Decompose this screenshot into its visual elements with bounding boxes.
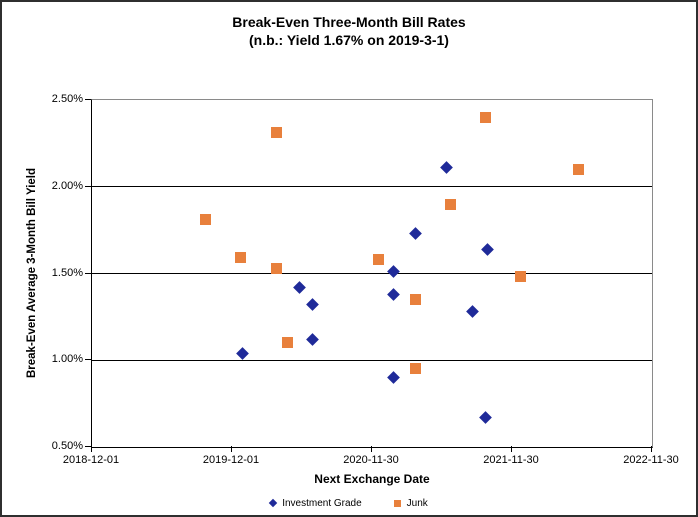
data-point-diamond — [409, 227, 423, 240]
gridline — [92, 186, 652, 188]
data-point-diamond — [440, 161, 454, 175]
data-point-square — [235, 252, 247, 264]
y-tick-label: 2.00% — [51, 179, 83, 192]
data-point-diamond — [306, 333, 319, 346]
data-point-diamond — [306, 298, 319, 312]
y-tick-label: 2.50% — [51, 93, 83, 105]
gridline — [92, 359, 652, 361]
data-point-diamond — [236, 346, 250, 360]
data-point-square — [410, 363, 422, 375]
chart-subtitle: (n.b.: Yield 1.67% on 2019-3-1) — [249, 32, 449, 48]
legend-item-investment-grade: Investment Grade — [268, 497, 362, 509]
data-point-square — [282, 337, 294, 349]
x-axis-tick — [651, 446, 652, 452]
x-axis-tick — [231, 446, 232, 452]
data-point-diamond — [480, 242, 494, 256]
x-axis-title: Next Exchange Date — [314, 472, 430, 486]
data-point-diamond — [386, 371, 400, 384]
y-axis-tick — [85, 272, 91, 274]
y-tick-label: 0.50% — [51, 440, 83, 452]
legend-item-junk: Junk — [393, 497, 428, 509]
data-point-square — [572, 163, 584, 175]
x-axis-tick — [511, 446, 512, 452]
data-point-diamond — [293, 281, 306, 294]
data-point-square — [271, 127, 283, 139]
legend-label-junk: Junk — [406, 497, 428, 509]
data-point-diamond — [386, 265, 400, 279]
x-tick-label: 2018-12-01 — [62, 454, 120, 466]
data-point-diamond — [387, 287, 401, 301]
data-point-diamond — [466, 305, 479, 319]
data-point-square — [410, 294, 422, 306]
y-axis-tick — [85, 99, 91, 100]
legend-label-investment-grade: Investment Grade — [282, 497, 362, 509]
x-tick-label: 2019-12-01 — [202, 454, 260, 466]
y-tick-label: 1.00% — [51, 353, 83, 366]
y-tick-label: 1.50% — [51, 266, 83, 279]
data-point-square — [480, 111, 492, 123]
y-axis-tick — [85, 185, 91, 187]
x-axis-tick — [91, 446, 92, 452]
legend-square-icon — [393, 499, 401, 507]
data-point-diamond — [479, 411, 492, 424]
y-axis-tick — [85, 359, 91, 361]
x-tick-label: 2022-11-30 — [623, 454, 679, 466]
plot-area — [91, 99, 653, 448]
legend-diamond-icon — [268, 498, 278, 508]
x-tick-label: 2021-11-30 — [483, 454, 539, 466]
data-point-square — [372, 254, 384, 266]
chart-title: Break-Even Three-Month Bill Rates — [232, 14, 466, 30]
data-point-square — [515, 271, 527, 283]
data-point-square — [271, 262, 283, 274]
x-tick-label: 2020-11-30 — [343, 454, 399, 466]
y-axis-tick — [85, 446, 91, 447]
gridline — [92, 273, 652, 274]
data-point-square — [445, 198, 457, 210]
legend: Investment Grade Junk — [2, 495, 696, 511]
data-point-square — [199, 214, 211, 226]
x-axis-tick — [371, 446, 372, 452]
